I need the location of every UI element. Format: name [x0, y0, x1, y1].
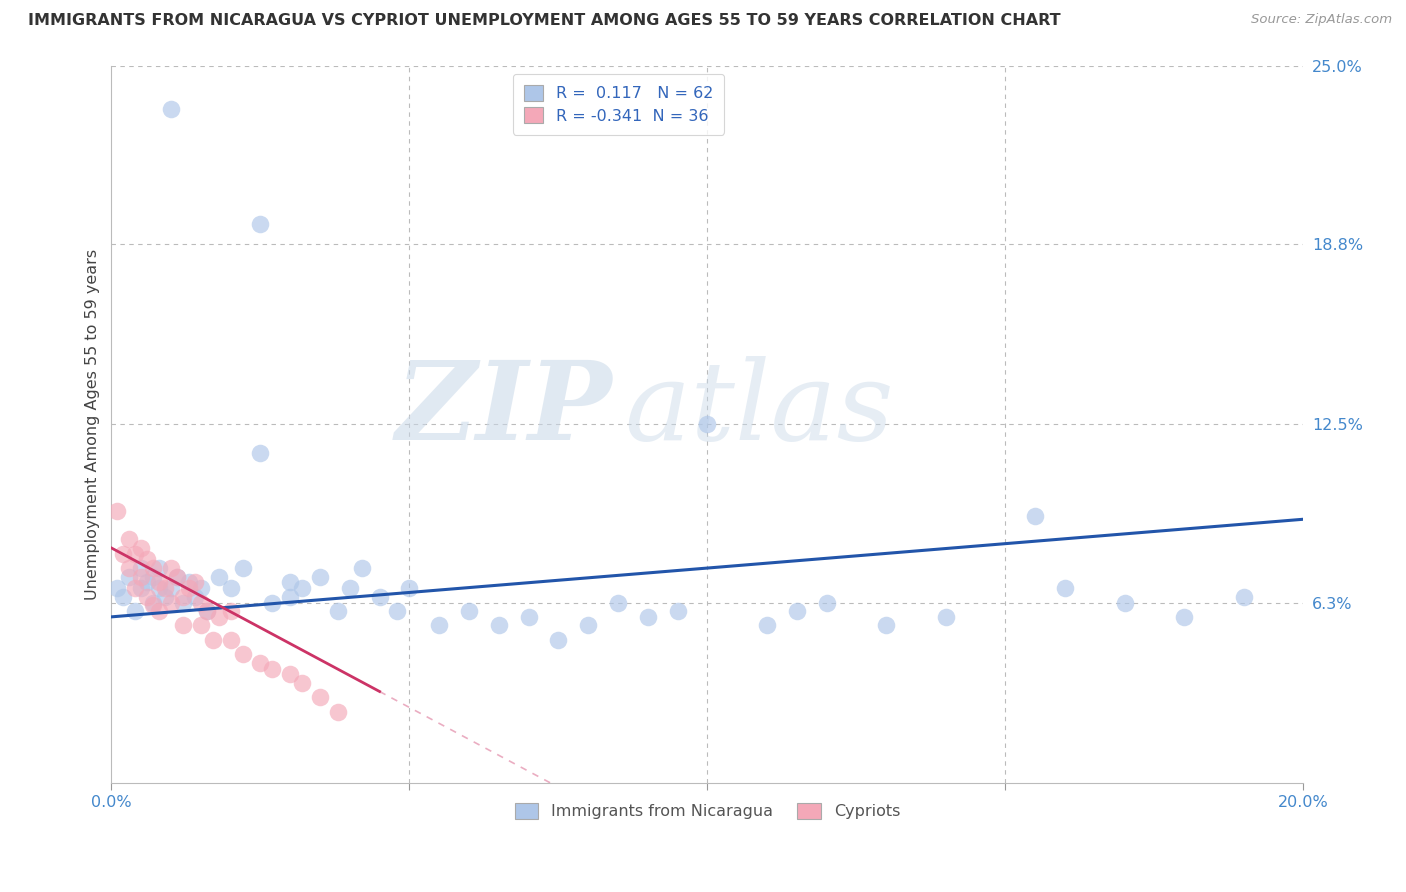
Point — [488, 618, 510, 632]
Text: IMMIGRANTS FROM NICARAGUA VS CYPRIOT UNEMPLOYMENT AMONG AGES 55 TO 59 YEARS CORR: IMMIGRANTS FROM NICARAGUA VS CYPRIOT UNE… — [28, 13, 1060, 29]
Legend: Immigrants from Nicaragua, Cypriots: Immigrants from Nicaragua, Cypriots — [508, 797, 907, 826]
Point — [291, 581, 314, 595]
Point — [326, 705, 349, 719]
Point — [326, 604, 349, 618]
Point — [262, 661, 284, 675]
Point — [160, 561, 183, 575]
Point — [148, 575, 170, 590]
Point — [118, 569, 141, 583]
Point — [160, 595, 183, 609]
Point — [160, 581, 183, 595]
Point — [231, 647, 253, 661]
Point — [249, 656, 271, 670]
Point — [172, 595, 194, 609]
Point — [219, 604, 242, 618]
Point — [368, 590, 391, 604]
Point — [190, 595, 212, 609]
Point — [136, 590, 159, 604]
Point — [129, 561, 152, 575]
Point — [160, 102, 183, 116]
Text: ZIP: ZIP — [395, 357, 612, 464]
Point — [153, 581, 176, 595]
Point — [129, 569, 152, 583]
Point — [136, 552, 159, 566]
Point — [129, 541, 152, 555]
Point — [387, 604, 409, 618]
Point — [142, 595, 165, 609]
Point — [148, 561, 170, 575]
Point — [756, 618, 779, 632]
Point — [696, 417, 718, 432]
Point — [105, 581, 128, 595]
Point — [1114, 595, 1136, 609]
Point — [278, 575, 301, 590]
Text: Source: ZipAtlas.com: Source: ZipAtlas.com — [1251, 13, 1392, 27]
Point — [136, 575, 159, 590]
Point — [208, 610, 231, 624]
Point — [607, 595, 630, 609]
Point — [1053, 581, 1076, 595]
Point — [219, 632, 242, 647]
Point — [786, 604, 808, 618]
Point — [427, 618, 450, 632]
Point — [339, 581, 361, 595]
Point — [576, 618, 599, 632]
Point — [190, 581, 212, 595]
Point — [517, 610, 540, 624]
Point — [124, 547, 146, 561]
Point — [666, 604, 689, 618]
Point — [124, 581, 146, 595]
Point — [172, 618, 194, 632]
Point — [262, 595, 284, 609]
Point — [195, 604, 218, 618]
Point — [148, 604, 170, 618]
Point — [278, 667, 301, 681]
Point — [184, 590, 207, 604]
Point — [208, 569, 231, 583]
Point — [291, 676, 314, 690]
Point — [172, 590, 194, 604]
Point — [231, 561, 253, 575]
Point — [184, 575, 207, 590]
Point — [547, 632, 569, 647]
Point — [637, 610, 659, 624]
Point — [166, 569, 188, 583]
Point — [124, 604, 146, 618]
Point — [1233, 590, 1256, 604]
Point — [278, 590, 301, 604]
Point — [1024, 509, 1046, 524]
Point — [129, 581, 152, 595]
Point — [935, 610, 957, 624]
Y-axis label: Unemployment Among Ages 55 to 59 years: Unemployment Among Ages 55 to 59 years — [86, 249, 100, 600]
Point — [219, 581, 242, 595]
Point — [177, 575, 200, 590]
Point — [142, 569, 165, 583]
Point — [350, 561, 373, 575]
Point — [309, 569, 332, 583]
Point — [195, 604, 218, 618]
Point — [118, 533, 141, 547]
Point — [112, 590, 135, 604]
Text: atlas: atlas — [624, 357, 894, 464]
Point — [153, 590, 176, 604]
Point — [398, 581, 420, 595]
Point — [1173, 610, 1195, 624]
Point — [142, 561, 165, 575]
Point — [105, 503, 128, 517]
Point — [148, 581, 170, 595]
Point — [458, 604, 481, 618]
Point — [201, 632, 224, 647]
Point — [875, 618, 897, 632]
Point — [249, 446, 271, 460]
Point — [249, 217, 271, 231]
Point — [815, 595, 838, 609]
Point — [177, 581, 200, 595]
Point — [309, 690, 332, 705]
Point — [118, 561, 141, 575]
Point — [166, 569, 188, 583]
Point — [190, 618, 212, 632]
Point — [142, 599, 165, 613]
Point — [112, 547, 135, 561]
